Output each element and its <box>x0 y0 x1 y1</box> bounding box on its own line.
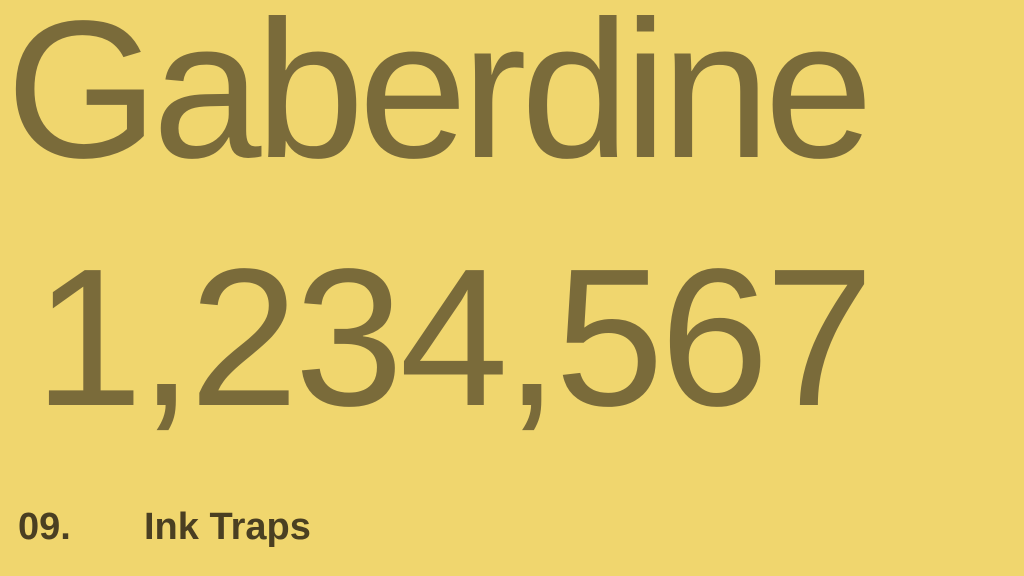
specimen-word: Gaberdine <box>6 0 873 199</box>
specimen-numbers: 1,234,567 <box>34 228 874 447</box>
feature-title: Ink Traps <box>144 506 311 548</box>
feature-number: 09. <box>18 506 71 548</box>
feature-caption: 09. Ink Traps <box>18 500 311 554</box>
